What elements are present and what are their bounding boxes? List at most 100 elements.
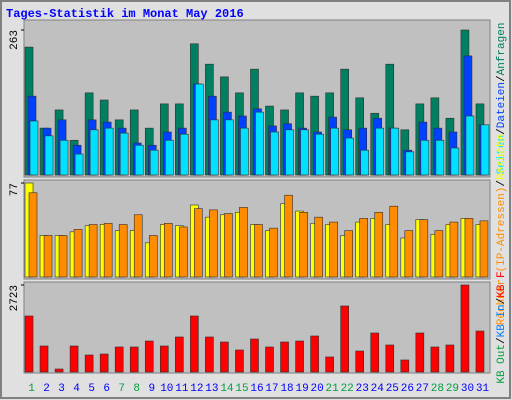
bar: [389, 205, 399, 278]
bar: [315, 133, 324, 176]
bar: [374, 211, 384, 278]
bar: [39, 345, 49, 373]
x-tick-label: 2: [43, 383, 50, 395]
bar: [360, 149, 370, 176]
bar: [370, 332, 380, 373]
bar: [299, 211, 308, 278]
x-tick-label: 31: [476, 383, 490, 395]
legend-separator: /: [496, 128, 508, 135]
bar: [175, 336, 184, 373]
x-tick-label: 23: [356, 383, 369, 395]
y-tick-label: 77: [9, 183, 21, 196]
bar: [434, 230, 444, 278]
bar: [325, 356, 334, 373]
x-tick-label: 13: [205, 383, 218, 395]
legend-entry: Rechner (IP-Adressen): [496, 187, 508, 326]
bar: [205, 336, 214, 373]
bar: [240, 127, 249, 176]
bar: [220, 341, 229, 373]
legend: KB Out/KB In/KB F: [496, 271, 508, 383]
bar: [225, 119, 234, 176]
bar: [285, 129, 294, 176]
bar: [255, 111, 264, 176]
legend-entry: KB In: [496, 304, 508, 337]
x-tick-label: 30: [461, 383, 474, 395]
x-tick-label: 7: [118, 383, 125, 395]
bar: [194, 208, 203, 278]
legend-entry: KB F: [496, 271, 508, 297]
bar: [99, 353, 109, 373]
bar: [265, 346, 274, 373]
bar: [44, 135, 54, 176]
bar: [180, 133, 189, 176]
bar: [149, 149, 159, 176]
x-tick-label: 3: [58, 383, 65, 395]
bar: [133, 214, 143, 278]
bar: [224, 213, 233, 278]
bar: [269, 227, 278, 278]
bar: [460, 284, 470, 373]
bar: [344, 230, 353, 278]
bar: [114, 346, 124, 373]
bar: [73, 229, 83, 278]
x-tick-label: 28: [431, 383, 444, 395]
bar: [314, 216, 323, 278]
bar: [58, 235, 68, 278]
x-tick-label: 24: [371, 383, 385, 395]
bar: [163, 222, 173, 278]
bar: [445, 344, 455, 373]
bar: [88, 224, 98, 278]
x-tick-label: 27: [416, 383, 429, 395]
bar: [405, 151, 415, 176]
x-tick-label: 22: [341, 383, 354, 395]
x-tick-label: 4: [73, 383, 80, 395]
bar: [159, 345, 169, 373]
bar: [270, 131, 279, 176]
bar: [250, 338, 259, 373]
bar: [390, 127, 400, 176]
bar: [118, 224, 128, 278]
legend-entry: Besuche: [496, 134, 508, 180]
x-tick-label: 6: [103, 383, 110, 395]
x-tick-label: 8: [133, 383, 140, 395]
bar: [210, 119, 219, 176]
x-tick-label: 17: [265, 383, 278, 395]
bar: [480, 124, 490, 176]
bar: [209, 209, 218, 278]
bar: [29, 120, 39, 176]
x-tick-label: 20: [311, 383, 324, 395]
bar: [24, 315, 34, 373]
x-tick-label: 16: [250, 383, 263, 395]
bar: [359, 218, 369, 278]
bar: [479, 220, 489, 278]
legend-separator: /: [496, 75, 508, 82]
bar: [464, 218, 474, 278]
bar: [284, 194, 293, 278]
bar: [280, 341, 289, 373]
bar: [235, 349, 244, 373]
x-tick-label: 18: [280, 383, 293, 395]
bar: [330, 127, 339, 176]
bar: [28, 192, 38, 278]
bar: [345, 137, 354, 176]
bar: [435, 139, 445, 176]
bar: [404, 230, 414, 278]
bar: [449, 221, 459, 278]
bar: [300, 129, 309, 176]
y-tick-label: 2723: [9, 285, 21, 311]
legend-separator: /: [496, 298, 508, 305]
bar: [385, 344, 395, 373]
x-tick-label: 12: [190, 383, 203, 395]
legend: Rechner (IP-Adressen)/Besuche: [496, 134, 508, 325]
legend-entry: Anfragen: [496, 23, 508, 76]
bar: [103, 222, 113, 278]
x-tick-label: 15: [235, 383, 248, 395]
bar: [329, 221, 338, 278]
bar: [239, 207, 248, 278]
x-tick-label: 21: [326, 383, 340, 395]
legend-separator: /: [496, 180, 508, 187]
legend-separator: /: [496, 337, 508, 344]
bar: [465, 115, 475, 176]
bar: [74, 153, 84, 176]
